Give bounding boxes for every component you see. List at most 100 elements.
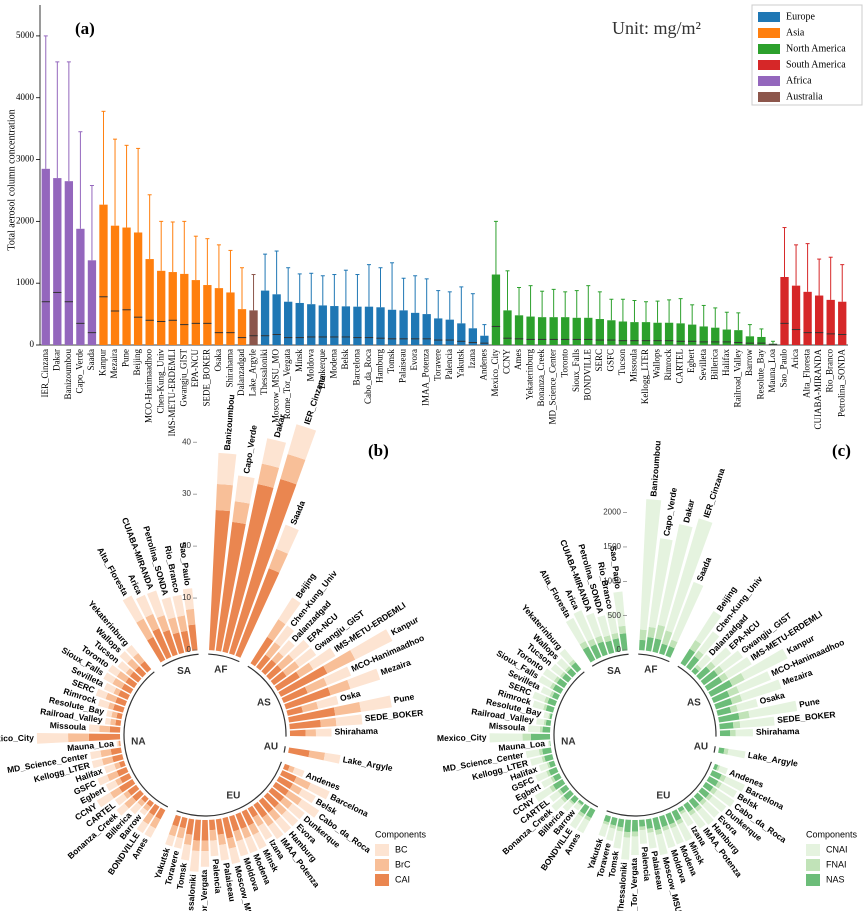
x-tick-label: Wallops [652, 349, 662, 379]
stacked-sector [713, 789, 735, 808]
group-arc [161, 653, 199, 667]
stacked-sector [316, 695, 339, 709]
station-label: Mezaira [379, 657, 412, 677]
stacked-sector [104, 717, 111, 725]
x-tick-label: Mezaira [109, 349, 119, 378]
station-label: Tomsk [175, 862, 189, 890]
stacked-sector [680, 648, 696, 667]
bar [826, 299, 835, 345]
stacked-sector [669, 822, 677, 829]
r-tick-label: 2000 [603, 508, 621, 517]
stacked-sector [172, 594, 185, 617]
stacked-sector [659, 643, 668, 656]
y-tick-label: 4000 [16, 92, 35, 102]
panel-a-title: (a) [75, 19, 95, 38]
stacked-sector [294, 648, 317, 668]
station-label: Dakar [681, 498, 696, 524]
unit-annotation: Unit: mg/m² [612, 18, 701, 38]
stacked-sector [172, 814, 181, 827]
stacked-sector [613, 830, 623, 849]
stacked-sector [639, 819, 646, 827]
stacked-sector [712, 763, 719, 771]
stacked-sector [289, 783, 303, 795]
stacked-sector [568, 799, 575, 805]
x-tick-label: Barcelona [351, 349, 361, 385]
bar [237, 309, 247, 345]
stacked-sector [730, 729, 736, 737]
stacked-sector [564, 666, 571, 673]
stacked-sector [234, 475, 255, 504]
bar [641, 322, 651, 345]
stacked-sector [289, 729, 306, 737]
group-arc [247, 665, 287, 737]
stacked-sector [125, 668, 134, 677]
stacked-sector [36, 732, 69, 744]
stacked-sector [708, 679, 733, 697]
x-tick-label: GSFC [605, 349, 615, 372]
stacked-sector [104, 763, 117, 774]
r-tick-label: 0 [187, 645, 192, 654]
stacked-sector [222, 484, 274, 654]
stacked-sector [133, 653, 145, 666]
stacked-sector [272, 781, 289, 796]
stacked-sector [563, 790, 574, 801]
station-label: Palencia [640, 846, 653, 881]
stacked-sector [144, 825, 156, 838]
x-tick-label: Pune [121, 349, 131, 367]
stacked-sector [606, 611, 618, 635]
legend-swatch [758, 28, 780, 38]
stacked-sector [149, 816, 161, 829]
stacked-sector [727, 686, 740, 697]
stacked-sector [541, 777, 554, 788]
stacked-sector [252, 814, 264, 827]
stacked-sector [586, 612, 602, 638]
stacked-sector [335, 714, 363, 727]
y-tick-label: 1000 [16, 277, 35, 287]
stacked-sector [568, 659, 576, 667]
x-tick-label: BONDVILLE [582, 349, 592, 401]
stacked-sector [185, 608, 196, 626]
stacked-sector [587, 638, 597, 647]
stacked-sector [640, 499, 662, 631]
bar [226, 292, 235, 345]
stacked-sector [278, 640, 295, 657]
stacked-sector [718, 765, 728, 775]
stacked-sector [235, 812, 247, 829]
stacked-sector [287, 803, 305, 820]
bar [330, 306, 339, 345]
stacked-sector [172, 632, 185, 655]
stacked-sector [748, 700, 798, 719]
stacked-sector [118, 760, 126, 768]
stacked-sector [278, 665, 328, 697]
stacked-sector [597, 615, 610, 638]
group-label: AS [687, 698, 701, 709]
stacked-sector [658, 524, 693, 627]
bar [284, 301, 293, 345]
bar [399, 310, 408, 345]
stacked-sector [598, 823, 609, 837]
stacked-sector [179, 816, 188, 829]
stacked-sector [132, 790, 144, 802]
stacked-sector [671, 581, 704, 643]
stacked-sector [732, 721, 741, 729]
bar [537, 317, 547, 345]
stacked-sector [287, 765, 295, 773]
group-arc [283, 746, 286, 753]
stacked-sector [543, 711, 550, 719]
station-label: Palencia [211, 859, 224, 894]
bar [607, 320, 616, 345]
stacked-sector [219, 843, 230, 861]
group-label: EU [656, 790, 670, 801]
bar [145, 259, 154, 345]
stacked-sector [209, 819, 216, 831]
legend-label: FNAI [826, 859, 847, 869]
stacked-sector [711, 690, 730, 704]
station-label: Pune [798, 696, 820, 710]
x-tick-label: Evora [409, 349, 419, 371]
x-tick-label: Lake_Argyle [248, 349, 258, 396]
stacked-sector [209, 509, 231, 651]
r-tick-label: 10 [182, 593, 191, 602]
stacked-sector [718, 712, 740, 723]
stacked-sector [257, 463, 280, 488]
